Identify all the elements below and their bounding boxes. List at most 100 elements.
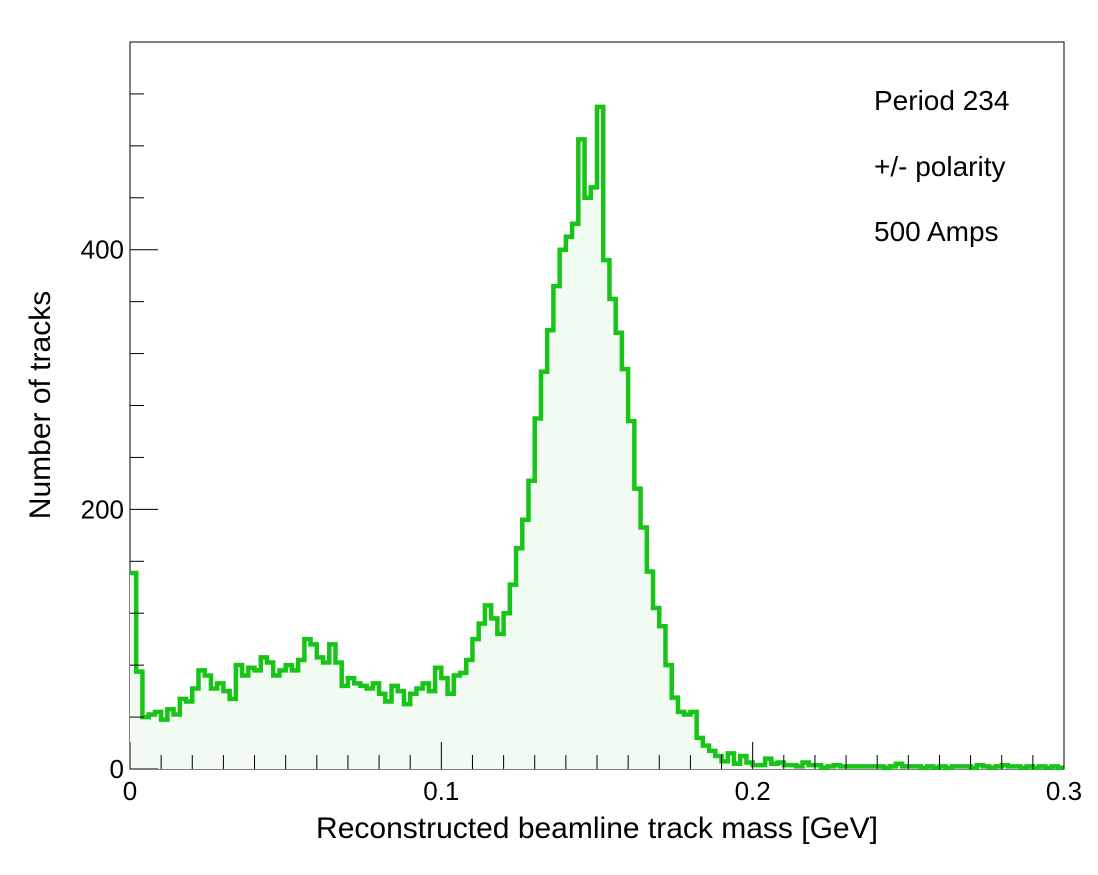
histogram-bin bbox=[372, 683, 380, 769]
histogram-bin bbox=[634, 488, 641, 769]
histogram-bin bbox=[173, 714, 180, 769]
histogram-bin bbox=[254, 670, 261, 769]
histogram-bin bbox=[684, 714, 691, 769]
histogram-bin bbox=[460, 672, 467, 769]
histogram-bin bbox=[584, 197, 591, 770]
histogram-bin bbox=[509, 584, 517, 769]
histogram-bin bbox=[341, 685, 348, 769]
histogram-bin bbox=[522, 519, 529, 769]
annotation-current: 500 Amps bbox=[874, 216, 999, 247]
x-axis-title: Reconstructed beamline track mass [GeV] bbox=[316, 812, 878, 845]
histogram-bin bbox=[895, 763, 903, 769]
histogram-bin bbox=[204, 675, 211, 769]
histogram-bin bbox=[453, 675, 461, 769]
x-tick-label: 0.1 bbox=[423, 776, 459, 806]
histogram-bin bbox=[484, 605, 492, 769]
histogram-bin bbox=[777, 762, 784, 769]
histogram-bin bbox=[360, 685, 367, 769]
histogram-bin bbox=[534, 418, 541, 769]
histogram-bin bbox=[329, 644, 336, 769]
histogram-bin bbox=[347, 678, 355, 769]
histogram-bin bbox=[391, 685, 398, 769]
x-tick-label: 0.2 bbox=[735, 776, 771, 806]
histogram-bars bbox=[130, 106, 1064, 770]
histogram-bin bbox=[528, 480, 535, 769]
histogram-bin bbox=[765, 758, 772, 769]
axis-ticks bbox=[129, 93, 1065, 770]
histogram-bin bbox=[447, 693, 454, 769]
histogram-bin bbox=[335, 662, 342, 769]
histogram-bin bbox=[323, 662, 330, 769]
histogram-bin bbox=[653, 608, 660, 769]
histogram-bin bbox=[746, 762, 753, 769]
histogram-bin bbox=[154, 711, 162, 769]
histogram-bin bbox=[210, 688, 218, 769]
histogram-bin bbox=[354, 683, 361, 769]
histogram-bin bbox=[497, 633, 504, 769]
histogram-bin bbox=[733, 763, 741, 769]
y-tick-label: 200 bbox=[81, 494, 124, 524]
histogram-bin bbox=[553, 286, 560, 769]
histogram-bin bbox=[677, 711, 685, 769]
histogram-bin bbox=[621, 369, 629, 769]
histogram-bin bbox=[167, 709, 174, 769]
y-tick-label: 0 bbox=[110, 754, 124, 784]
histogram-bin bbox=[179, 698, 187, 769]
histogram-bin bbox=[266, 662, 274, 769]
histogram-bin bbox=[603, 260, 610, 769]
histogram-bin bbox=[578, 139, 585, 769]
histogram-bin bbox=[547, 330, 554, 769]
histogram-bin bbox=[242, 675, 249, 769]
histogram-bin bbox=[590, 187, 597, 769]
histogram-bin bbox=[491, 618, 498, 769]
annotation-period: Period 234 bbox=[874, 85, 1009, 116]
histogram-bin bbox=[435, 667, 442, 769]
histogram-bin bbox=[771, 763, 778, 769]
histogram-bin bbox=[628, 421, 635, 769]
histogram-bin bbox=[260, 657, 267, 769]
histogram-bin bbox=[273, 675, 280, 769]
histogram-bin bbox=[198, 670, 205, 769]
histogram-bin bbox=[516, 548, 523, 769]
histogram-bin bbox=[130, 572, 137, 769]
histogram-bin bbox=[609, 299, 616, 769]
histogram-bin bbox=[310, 644, 317, 769]
x-tick-label: 0 bbox=[123, 776, 137, 806]
histogram-bin bbox=[441, 678, 448, 769]
histogram-bin bbox=[565, 236, 573, 769]
histogram-bin bbox=[422, 683, 429, 769]
y-tick-label: 400 bbox=[81, 235, 124, 265]
histogram-bin bbox=[229, 698, 236, 769]
histogram-bin bbox=[192, 688, 199, 769]
histogram-bin bbox=[285, 665, 292, 769]
histogram-bin bbox=[696, 737, 703, 769]
histogram-bin bbox=[148, 714, 155, 769]
histogram-bin bbox=[316, 657, 324, 769]
tick-labels: 0 0.1 0.2 0.3 0 200 400 bbox=[81, 235, 1082, 806]
histogram-bin bbox=[715, 756, 722, 769]
histogram-bin bbox=[279, 670, 286, 769]
histogram-bin bbox=[186, 701, 193, 769]
histogram-bin bbox=[466, 659, 473, 769]
histogram-line bbox=[130, 104, 1064, 770]
histogram-bin bbox=[721, 761, 728, 769]
histogram-bin bbox=[136, 671, 143, 769]
histogram-bin bbox=[559, 249, 566, 769]
histogram-bin bbox=[142, 717, 149, 769]
histogram-bin bbox=[572, 223, 579, 769]
histogram-bin bbox=[702, 745, 710, 769]
histogram-bin bbox=[298, 659, 305, 769]
histogram-bin bbox=[472, 639, 479, 769]
histogram-bin bbox=[397, 691, 404, 769]
y-axis-title: Number of tracks bbox=[24, 291, 57, 519]
histogram-bin bbox=[217, 683, 224, 769]
histogram-bin bbox=[671, 697, 678, 769]
histogram-bin bbox=[410, 693, 417, 769]
histogram-bin bbox=[366, 688, 373, 769]
histogram-bin bbox=[428, 691, 436, 769]
histogram-bin bbox=[478, 623, 485, 769]
histogram-bin bbox=[690, 711, 697, 769]
histogram-bin bbox=[740, 756, 747, 769]
histogram-bin bbox=[802, 762, 809, 769]
